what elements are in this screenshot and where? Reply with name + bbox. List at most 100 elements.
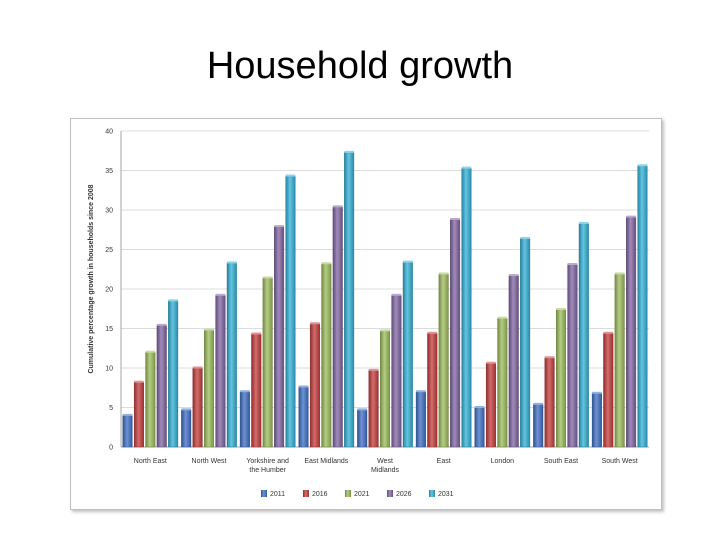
bar-2021 <box>497 318 508 448</box>
x-tick-label: East Midlands <box>304 458 348 465</box>
legend-label: 2026 <box>396 491 412 498</box>
bar-2031 <box>461 167 472 448</box>
bar-top <box>321 262 332 265</box>
bar-top <box>240 390 250 393</box>
x-tick-label: South East <box>544 458 578 465</box>
bar-2011 <box>357 409 368 448</box>
y-tick-label: 15 <box>105 326 113 333</box>
y-tick-label: 0 <box>109 445 113 452</box>
bar-top <box>368 368 379 371</box>
bar-top <box>357 408 367 411</box>
bar-top <box>438 272 449 275</box>
y-tick-label: 5 <box>109 405 113 412</box>
bar-2031 <box>344 152 355 448</box>
bar-2021 <box>614 273 625 448</box>
bar-top <box>497 316 508 319</box>
y-tick-label: 30 <box>105 208 113 215</box>
x-tick-label: Yorkshire and <box>246 458 289 465</box>
bar-top <box>614 272 625 275</box>
bar-top <box>215 293 226 296</box>
legend-label: 2016 <box>312 491 328 498</box>
y-tick-label: 10 <box>105 366 113 373</box>
legend-swatch-2031 <box>429 490 435 497</box>
bar-top <box>520 236 530 239</box>
bar-2016 <box>368 370 379 448</box>
legend-swatch-2016 <box>303 490 309 497</box>
bar-top <box>416 390 426 393</box>
bar-2026 <box>274 226 285 448</box>
y-tick-label: 35 <box>105 168 113 175</box>
bar-2026 <box>391 295 402 448</box>
bar-2021 <box>556 309 567 448</box>
bar-top <box>122 413 133 416</box>
bar-2016 <box>309 323 320 448</box>
y-tick-label: 40 <box>105 129 113 136</box>
bar-2031 <box>226 262 237 448</box>
bar-2011 <box>298 386 309 448</box>
bar-2021 <box>145 351 156 448</box>
bar-2026 <box>626 216 637 448</box>
bar-2011 <box>533 404 544 448</box>
bar-top <box>403 260 413 263</box>
legend-swatch-2026 <box>387 490 393 497</box>
bar-top <box>380 329 390 332</box>
bar-2026 <box>156 325 167 448</box>
bar-top <box>310 322 320 325</box>
bar-2031 <box>285 175 296 448</box>
x-tick-label: the Humber <box>249 467 286 474</box>
bar-2021 <box>321 263 332 448</box>
x-tick-label: West <box>377 458 393 465</box>
x-tick-label: North West <box>192 458 227 465</box>
bar-top <box>450 217 460 220</box>
bar-2011 <box>181 409 192 448</box>
x-tick-label: London <box>491 458 514 465</box>
bar-2021 <box>203 329 214 448</box>
bar-2031 <box>168 300 179 448</box>
household-growth-chart: 0 5 10 15 20 25 30 35 40 Cumulative percentage gr… <box>88 129 649 498</box>
bar-top <box>579 221 589 224</box>
bar-2031 <box>637 165 648 448</box>
bar-top <box>181 408 191 411</box>
legend-swatch-2021 <box>345 490 351 497</box>
bar-top <box>274 225 284 228</box>
bar-top <box>332 205 343 208</box>
bar-top <box>285 174 296 177</box>
bar-top <box>262 276 273 279</box>
bar-2016 <box>251 333 262 448</box>
bar-2026 <box>450 219 461 448</box>
bar-top <box>533 402 543 405</box>
bar-top <box>192 366 203 369</box>
bar-2011 <box>474 407 485 448</box>
bar-2011 <box>122 415 133 448</box>
bar-2016 <box>603 333 614 448</box>
slide-title: Household growth <box>206 45 514 87</box>
legend-label: 2011 <box>270 491 285 498</box>
x-tick-label: East <box>437 458 451 465</box>
bar-top <box>227 261 237 264</box>
bar-top <box>204 328 214 331</box>
bar-2016 <box>427 333 438 448</box>
bar-2026 <box>332 206 343 448</box>
bar-2016 <box>544 357 555 448</box>
bar-top <box>603 331 614 334</box>
bar-top <box>145 350 156 353</box>
bar-top <box>156 323 167 326</box>
bar-top <box>486 361 496 364</box>
bar-2011 <box>591 393 602 448</box>
bar-2031 <box>578 223 589 448</box>
bar-2021 <box>262 277 273 448</box>
bar-top <box>592 391 602 394</box>
bar-top <box>134 380 144 383</box>
bar-top <box>251 332 262 335</box>
y-tick-label: 25 <box>105 247 113 254</box>
bar-2031 <box>402 261 413 448</box>
bar-top <box>344 150 354 153</box>
bar-2011 <box>415 391 426 448</box>
bar-2016 <box>192 367 203 448</box>
y-tick-label: 20 <box>105 287 113 294</box>
bar-2016 <box>485 363 496 448</box>
bar-top <box>427 331 438 334</box>
bar-top <box>637 164 648 167</box>
bar-top <box>556 308 566 311</box>
y-axis-title: Cumulative percentage growth in househol… <box>88 184 95 373</box>
